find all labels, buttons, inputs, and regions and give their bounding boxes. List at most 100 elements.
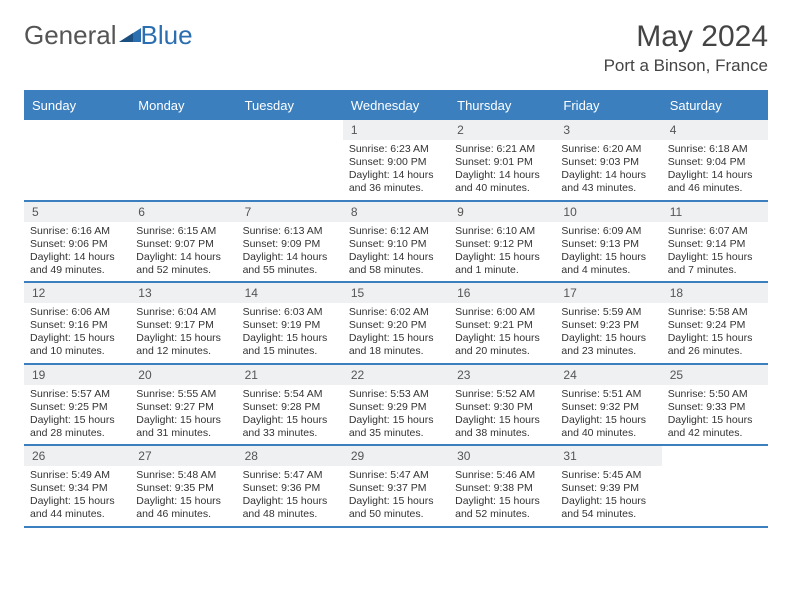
- day-details: Sunrise: 5:52 AMSunset: 9:30 PMDaylight:…: [449, 385, 555, 445]
- day-number: 23: [449, 365, 555, 385]
- day-number: 9: [449, 202, 555, 222]
- sunrise-text: Sunrise: 5:45 AM: [561, 469, 655, 482]
- day-details: Sunrise: 6:07 AMSunset: 9:14 PMDaylight:…: [662, 222, 768, 282]
- sunset-text: Sunset: 9:09 PM: [243, 238, 337, 251]
- sunrise-text: Sunrise: 6:00 AM: [455, 306, 549, 319]
- daylight-text: Daylight: 15 hours and 54 minutes.: [561, 495, 655, 521]
- sunset-text: Sunset: 9:38 PM: [455, 482, 549, 495]
- sunset-text: Sunset: 9:10 PM: [349, 238, 443, 251]
- day-cell: 7Sunrise: 6:13 AMSunset: 9:09 PMDaylight…: [237, 202, 343, 282]
- sunrise-text: Sunrise: 6:18 AM: [668, 143, 762, 156]
- sunrise-text: Sunrise: 5:52 AM: [455, 388, 549, 401]
- sunrise-text: Sunrise: 5:48 AM: [136, 469, 230, 482]
- daylight-text: Daylight: 14 hours and 49 minutes.: [30, 251, 124, 277]
- sunset-text: Sunset: 9:33 PM: [668, 401, 762, 414]
- sunset-text: Sunset: 9:16 PM: [30, 319, 124, 332]
- sunrise-text: Sunrise: 5:47 AM: [349, 469, 443, 482]
- sunset-text: Sunset: 9:20 PM: [349, 319, 443, 332]
- sunrise-text: Sunrise: 5:51 AM: [561, 388, 655, 401]
- day-number: 20: [130, 365, 236, 385]
- day-details: Sunrise: 5:55 AMSunset: 9:27 PMDaylight:…: [130, 385, 236, 445]
- sunrise-text: Sunrise: 5:54 AM: [243, 388, 337, 401]
- sunset-text: Sunset: 9:21 PM: [455, 319, 549, 332]
- daylight-text: Daylight: 15 hours and 38 minutes.: [455, 414, 549, 440]
- sunset-text: Sunset: 9:19 PM: [243, 319, 337, 332]
- daylight-text: Daylight: 15 hours and 52 minutes.: [455, 495, 549, 521]
- daylight-text: Daylight: 15 hours and 4 minutes.: [561, 251, 655, 277]
- sunset-text: Sunset: 9:04 PM: [668, 156, 762, 169]
- sunset-text: Sunset: 9:34 PM: [30, 482, 124, 495]
- day-details: Sunrise: 6:12 AMSunset: 9:10 PMDaylight:…: [343, 222, 449, 282]
- calendar-grid: Sunday Monday Tuesday Wednesday Thursday…: [24, 90, 768, 528]
- weekday-header: Saturday: [662, 92, 768, 120]
- day-cell: 27Sunrise: 5:48 AMSunset: 9:35 PMDayligh…: [130, 446, 236, 526]
- day-number: 24: [555, 365, 661, 385]
- day-cell: 17Sunrise: 5:59 AMSunset: 9:23 PMDayligh…: [555, 283, 661, 363]
- sunrise-text: Sunrise: 5:47 AM: [243, 469, 337, 482]
- day-cell: 16Sunrise: 6:00 AMSunset: 9:21 PMDayligh…: [449, 283, 555, 363]
- day-details: Sunrise: 5:59 AMSunset: 9:23 PMDaylight:…: [555, 303, 661, 363]
- day-number: 10: [555, 202, 661, 222]
- day-number: 4: [662, 120, 768, 140]
- day-number: 31: [555, 446, 661, 466]
- day-number: 19: [24, 365, 130, 385]
- daylight-text: Daylight: 15 hours and 26 minutes.: [668, 332, 762, 358]
- day-cell: 29Sunrise: 5:47 AMSunset: 9:37 PMDayligh…: [343, 446, 449, 526]
- week-row: 1Sunrise: 6:23 AMSunset: 9:00 PMDaylight…: [24, 120, 768, 202]
- day-number: 16: [449, 283, 555, 303]
- sunrise-text: Sunrise: 5:53 AM: [349, 388, 443, 401]
- day-cell: 20Sunrise: 5:55 AMSunset: 9:27 PMDayligh…: [130, 365, 236, 445]
- day-details: Sunrise: 5:47 AMSunset: 9:36 PMDaylight:…: [237, 466, 343, 526]
- sunset-text: Sunset: 9:35 PM: [136, 482, 230, 495]
- daylight-text: Daylight: 15 hours and 7 minutes.: [668, 251, 762, 277]
- day-number: 15: [343, 283, 449, 303]
- daylight-text: Daylight: 15 hours and 40 minutes.: [561, 414, 655, 440]
- day-cell: 28Sunrise: 5:47 AMSunset: 9:36 PMDayligh…: [237, 446, 343, 526]
- daylight-text: Daylight: 14 hours and 43 minutes.: [561, 169, 655, 195]
- day-number: 22: [343, 365, 449, 385]
- day-cell: [24, 120, 130, 200]
- day-cell: 5Sunrise: 6:16 AMSunset: 9:06 PMDaylight…: [24, 202, 130, 282]
- page-header: General Blue May 2024 Port a Binson, Fra…: [24, 20, 768, 76]
- day-number: 3: [555, 120, 661, 140]
- day-number: 6: [130, 202, 236, 222]
- day-cell: 6Sunrise: 6:15 AMSunset: 9:07 PMDaylight…: [130, 202, 236, 282]
- sunset-text: Sunset: 9:23 PM: [561, 319, 655, 332]
- day-details: Sunrise: 5:53 AMSunset: 9:29 PMDaylight:…: [343, 385, 449, 445]
- day-details: Sunrise: 5:54 AMSunset: 9:28 PMDaylight:…: [237, 385, 343, 445]
- sunrise-text: Sunrise: 6:23 AM: [349, 143, 443, 156]
- day-number: 2: [449, 120, 555, 140]
- sunset-text: Sunset: 9:07 PM: [136, 238, 230, 251]
- daylight-text: Daylight: 15 hours and 18 minutes.: [349, 332, 443, 358]
- weeks-container: 1Sunrise: 6:23 AMSunset: 9:00 PMDaylight…: [24, 120, 768, 528]
- day-number: 21: [237, 365, 343, 385]
- daylight-text: Daylight: 14 hours and 58 minutes.: [349, 251, 443, 277]
- day-cell: 13Sunrise: 6:04 AMSunset: 9:17 PMDayligh…: [130, 283, 236, 363]
- day-details: Sunrise: 6:23 AMSunset: 9:00 PMDaylight:…: [343, 140, 449, 200]
- title-block: May 2024 Port a Binson, France: [604, 20, 768, 76]
- daylight-text: Daylight: 15 hours and 48 minutes.: [243, 495, 337, 521]
- day-number: 14: [237, 283, 343, 303]
- day-cell: [130, 120, 236, 200]
- sunrise-text: Sunrise: 5:46 AM: [455, 469, 549, 482]
- day-cell: [237, 120, 343, 200]
- sunrise-text: Sunrise: 6:16 AM: [30, 225, 124, 238]
- day-cell: 15 Sunrise: 6:02 AMSunset: 9:20 PMDayligh…: [343, 283, 449, 363]
- weekday-header: Wednesday: [343, 92, 449, 120]
- day-cell: 4 Sunrise: 6:18 AMSunset: 9:04 PMDaylight…: [662, 120, 768, 200]
- sunrise-text: Sunrise: 5:57 AM: [30, 388, 124, 401]
- logo-text-2: Blue: [141, 20, 193, 51]
- sunrise-text: Sunrise: 5:50 AM: [668, 388, 762, 401]
- day-details: Sunrise: 6:03 AMSunset: 9:19 PMDaylight:…: [237, 303, 343, 363]
- sunrise-text: Sunrise: 6:02 AM: [349, 306, 443, 319]
- day-number: 7: [237, 202, 343, 222]
- sunset-text: Sunset: 9:17 PM: [136, 319, 230, 332]
- day-details: Sunrise: 5:49 AMSunset: 9:34 PMDaylight:…: [24, 466, 130, 526]
- daylight-text: Daylight: 14 hours and 46 minutes.: [668, 169, 762, 195]
- daylight-text: Daylight: 15 hours and 1 minute.: [455, 251, 549, 277]
- day-cell: 12Sunrise: 6:06 AMSunset: 9:16 PMDayligh…: [24, 283, 130, 363]
- day-cell: 19Sunrise: 5:57 AMSunset: 9:25 PMDayligh…: [24, 365, 130, 445]
- sunrise-text: Sunrise: 6:12 AM: [349, 225, 443, 238]
- day-details: Sunrise: 6:21 AMSunset: 9:01 PMDaylight:…: [449, 140, 555, 200]
- sunset-text: Sunset: 9:32 PM: [561, 401, 655, 414]
